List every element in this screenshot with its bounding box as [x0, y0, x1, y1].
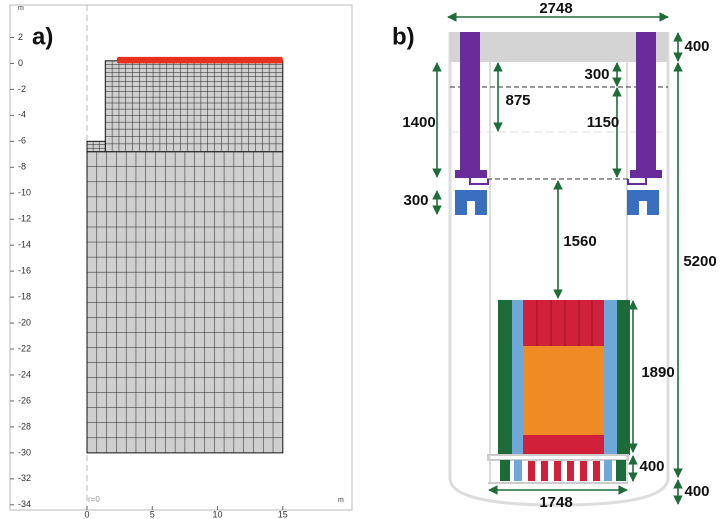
y-tick-label: -16	[18, 266, 31, 276]
dimensions: 2748 400 300 875 1400 1150 300 1560 5200 1890 400 1…	[402, 0, 716, 511]
y-tick-label: -14	[18, 240, 31, 250]
dimension-label: 1150	[587, 114, 620, 131]
y-tick-label: -6	[18, 136, 26, 146]
y-tick-label: -8	[18, 162, 26, 172]
panel-label: b)	[392, 23, 415, 50]
y-tick-label: -22	[18, 343, 31, 353]
y-tick-label: -4	[18, 110, 26, 120]
y-tick-label: 0	[18, 58, 23, 68]
origin-note: r=0	[88, 495, 100, 504]
boundary-load	[117, 56, 283, 64]
dimension-label: 400	[684, 483, 709, 500]
y-tick-label: -20	[18, 317, 31, 327]
y-tick-label: -12	[18, 214, 31, 224]
x-tick-label: 10	[213, 509, 223, 519]
mesh-region	[86, 140, 106, 153]
y-tick-label: -34	[18, 499, 31, 509]
y-tick-label: 2	[18, 32, 23, 42]
x-tick-label: 15	[278, 509, 288, 519]
y-tick-label: -2	[18, 84, 26, 94]
panel-label: a)	[32, 23, 53, 50]
unit-label: m	[18, 5, 24, 12]
dimension-label: 300	[584, 66, 609, 83]
y-tick-label: -10	[18, 188, 31, 198]
dimension-label: 5200	[683, 253, 716, 270]
y-tick-label: -18	[18, 291, 31, 301]
reactor-schematic	[448, 32, 670, 507]
dimension-label: 1400	[402, 114, 435, 131]
y-tick-label: -26	[18, 395, 31, 405]
dimension-label: 300	[403, 192, 428, 209]
dimension-label: 1748	[539, 494, 572, 511]
y-tick-label: -32	[18, 473, 31, 483]
y-tick-label: -28	[18, 421, 31, 431]
x-tick-label: 5	[150, 509, 155, 519]
x-tick-label: 0	[85, 509, 90, 519]
y-tick-label: -30	[18, 447, 31, 457]
y-tick-label: -24	[18, 369, 31, 379]
dimension-label: 2748	[539, 0, 572, 17]
dimension-label: 400	[684, 38, 709, 55]
dimension-label: 400	[639, 458, 664, 475]
dimension-label: 875	[505, 92, 530, 109]
dimension-label: 1560	[563, 233, 596, 250]
unit-label: m	[338, 497, 344, 504]
dimension-label: 1890	[641, 364, 674, 381]
mesh	[10, 5, 284, 510]
